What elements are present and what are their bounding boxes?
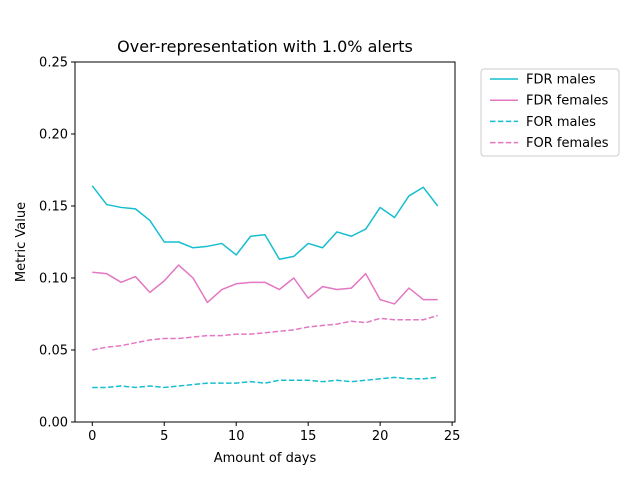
x-tick-label: 0 [88,429,96,444]
series-line-fdr-males [91,185,439,261]
legend: FDR males FDR females FOR males FOR females [480,68,620,157]
x-tick-label: 15 [300,429,317,444]
y-tick-label: 0.20 [39,128,68,143]
y-tick-label: 0.25 [39,56,68,71]
series-line-for-males [92,376,438,389]
x-tick-label: 25 [444,429,461,444]
series-line-fdr-females [92,264,438,305]
legend-label: FDR males [526,73,596,88]
y-axis: 0.00 0.05 0.10 0.15 0.20 0.25 [39,56,75,431]
y-tick-label: 0.15 [39,200,68,215]
legend-label: FOR females [526,136,609,151]
x-axis: 0 5 10 15 20 25 [88,422,460,444]
x-axis-title: Amount of days [214,451,317,466]
series-line-for-females [92,314,438,351]
y-tick-label: 0.10 [39,272,68,287]
x-tick-label: 10 [228,429,245,444]
y-tick-label: 0.00 [39,416,68,431]
legend-label: FDR females [526,94,608,109]
plot-frame [74,61,456,423]
x-tick-label: 20 [372,429,389,444]
x-tick-label: 5 [160,429,168,444]
series-layer [91,185,439,389]
legend-label: FOR males [526,115,596,130]
y-axis-title: Metric Value [14,202,29,282]
y-tick-label: 0.05 [39,344,68,359]
chart-title: Over-representation with 1.0% alerts [117,37,413,56]
legend-frame [480,68,620,157]
